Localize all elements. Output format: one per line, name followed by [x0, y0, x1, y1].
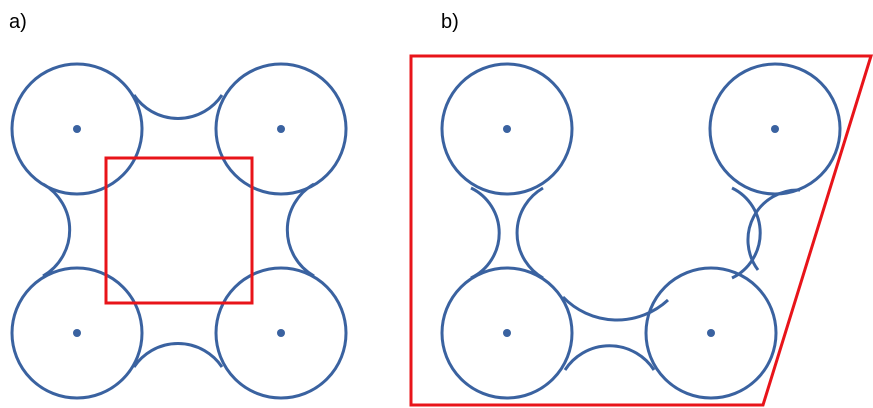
panel-a-fillets — [42, 94, 315, 368]
fillet-upper-middle — [561, 295, 670, 322]
circle-top-right — [708, 62, 842, 196]
circle-bottom-right — [214, 266, 348, 400]
fillet-left — [42, 182, 72, 278]
center-dot-top-left — [73, 125, 81, 133]
panel-b-red-trapezoid — [409, 54, 873, 407]
panel-a-circles — [10, 62, 348, 400]
panel-b-fillets — [470, 186, 801, 371]
circle-bottom-right — [644, 266, 778, 400]
center-dot-top-right — [277, 125, 285, 133]
fillet-bottom — [132, 342, 224, 368]
panel-a-center-dots — [73, 125, 285, 337]
center-dot-bottom-left — [503, 329, 511, 337]
panel-a-red-square — [104, 156, 254, 305]
circle-top-right — [214, 62, 348, 196]
panel-b-label: b) — [441, 11, 459, 33]
center-dot-top-left — [503, 125, 511, 133]
center-dot-bottom-right — [277, 329, 285, 337]
panel-a-label: a) — [9, 11, 27, 33]
fillet-top — [132, 94, 224, 120]
panel-b: b) — [409, 11, 873, 407]
fillet-inner — [515, 186, 544, 280]
fillet-lower-middle — [563, 344, 656, 371]
fillet-right — [285, 182, 315, 278]
panel-b-circles — [440, 62, 842, 400]
circle-top-left — [10, 62, 144, 196]
fillet-outer-right — [746, 188, 801, 271]
center-dot-top-right — [771, 125, 779, 133]
circle-top-left — [440, 62, 574, 196]
center-dot-bottom-left — [73, 329, 81, 337]
circle-bottom-left — [10, 266, 144, 400]
circle-bottom-left — [440, 266, 574, 400]
panel-a: a) — [9, 11, 348, 400]
fillet-left — [470, 186, 501, 280]
panel-b-center-dots — [503, 125, 779, 337]
fillet-right — [731, 186, 762, 280]
center-dot-bottom-right — [707, 329, 715, 337]
